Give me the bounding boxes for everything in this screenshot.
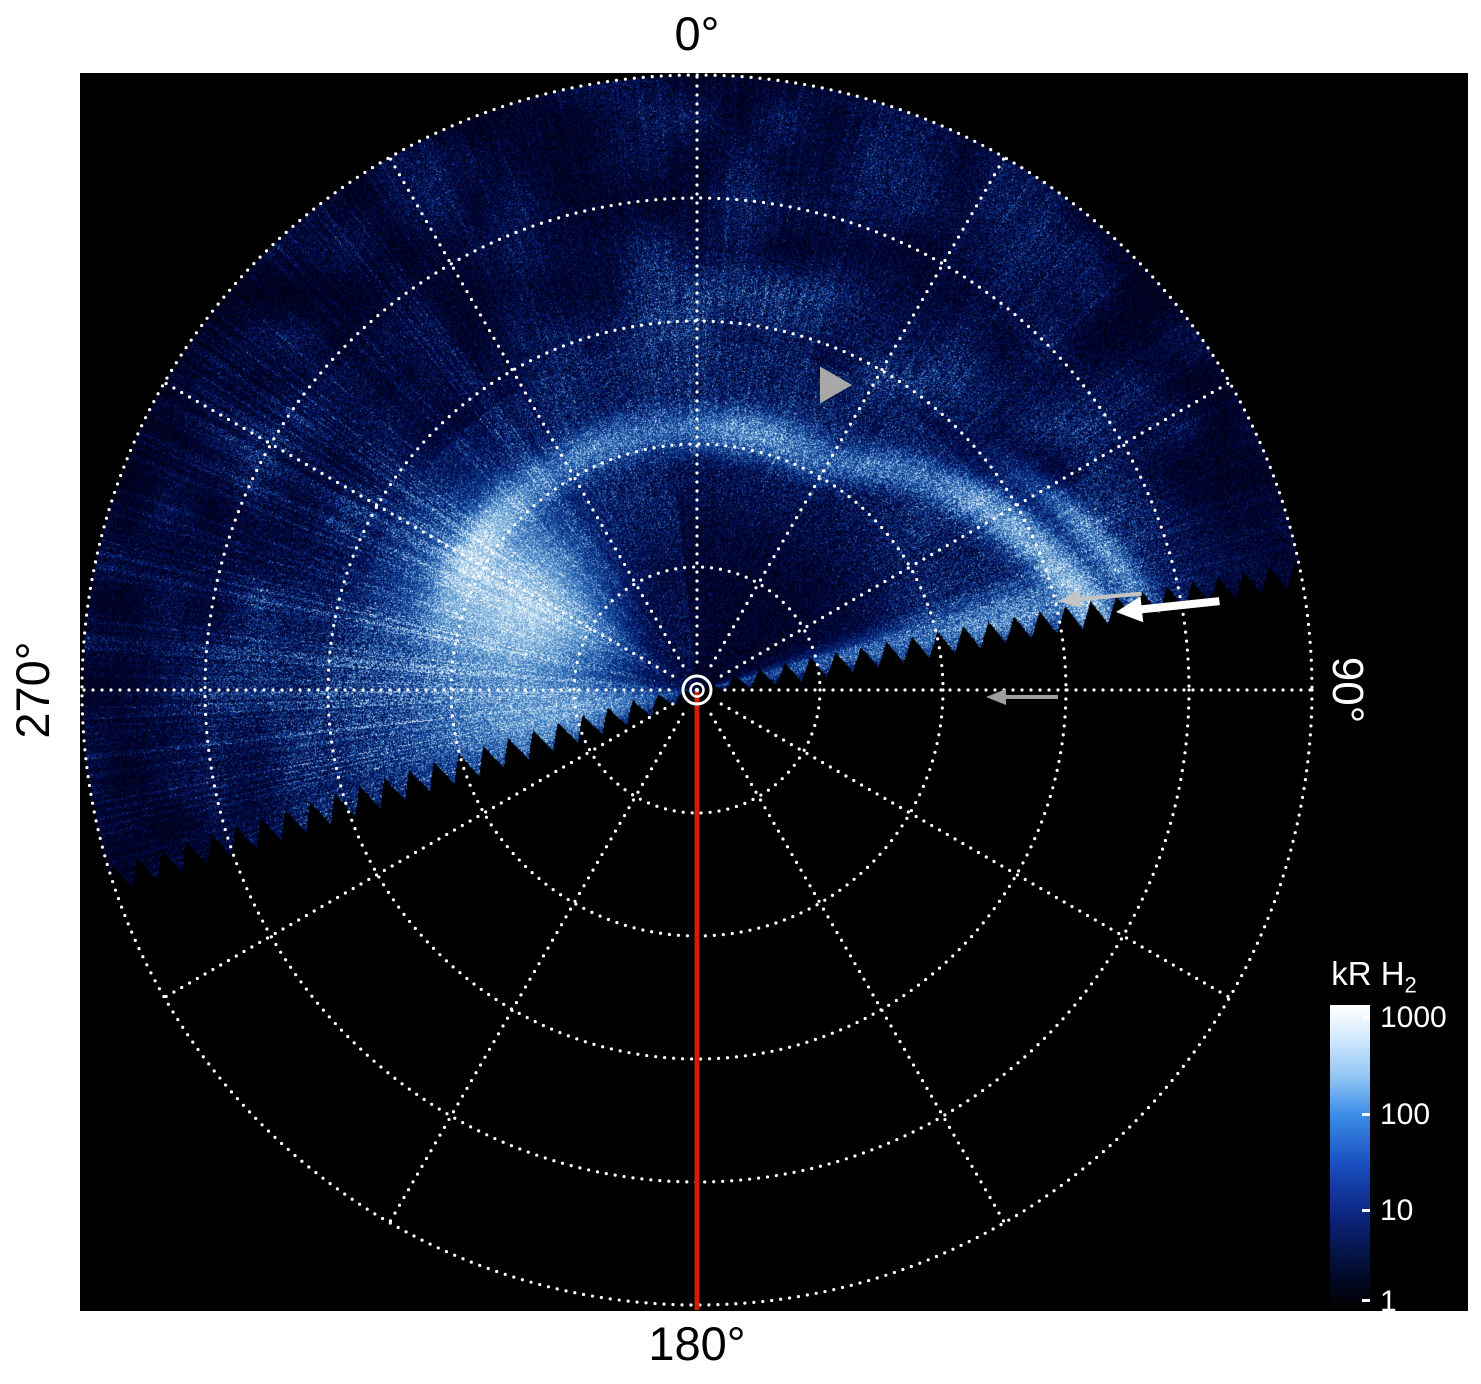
grid-meridian-240 <box>162 702 675 1000</box>
center-marker <box>681 674 713 706</box>
colorbar-tick-1000: 1000 <box>1380 1001 1447 1034</box>
arrow-swath-edge-white <box>1116 596 1220 623</box>
grid-meridian-210 <box>387 712 685 1225</box>
angle-label-270: 270° <box>6 641 59 739</box>
grid-ring-5 <box>80 73 1314 1307</box>
grid-meridian-30 <box>709 155 1007 668</box>
angle-label-180: 180° <box>648 1317 746 1370</box>
polar-plot-area: 90° kR H2 1000 100 10 1 <box>80 73 1468 1311</box>
colorbar-tickmark-1000 <box>1362 1016 1370 1019</box>
colorbar-title: kR H2 <box>1331 955 1417 998</box>
grid-meridian-150 <box>709 712 1007 1225</box>
colorbar-gradient <box>1330 1005 1370 1308</box>
colorbar-tick-1: 1 <box>1380 1285 1397 1311</box>
arrow-swath-edge-light <box>1058 590 1142 609</box>
polar-grid-overlay <box>80 73 1314 1310</box>
arrow-horizontal-axis <box>986 689 1058 705</box>
grid-meridian-60 <box>719 380 1232 678</box>
colorbar-tick-100: 100 <box>1380 1098 1431 1131</box>
angle-label-0: 0° <box>674 7 720 60</box>
grid-meridian-120 <box>719 702 1232 1000</box>
colorbar-tickmark-100 <box>1362 1113 1370 1116</box>
colorbar-tick-10: 10 <box>1380 1194 1414 1227</box>
aurora-emission-image <box>80 73 1468 1311</box>
colorbar-tickmark-10 <box>1362 1209 1370 1212</box>
grid-meridian-300 <box>162 380 675 678</box>
colorbar: kR H2 1000 100 10 1 <box>1328 955 1468 1311</box>
arrowhead-top-right-pointer <box>820 366 852 404</box>
grid-meridian-330 <box>387 155 685 668</box>
angle-label-90: 90° <box>1323 656 1372 724</box>
colorbar-tickmark-1 <box>1362 1299 1370 1302</box>
grid-ring-1 <box>572 565 822 815</box>
